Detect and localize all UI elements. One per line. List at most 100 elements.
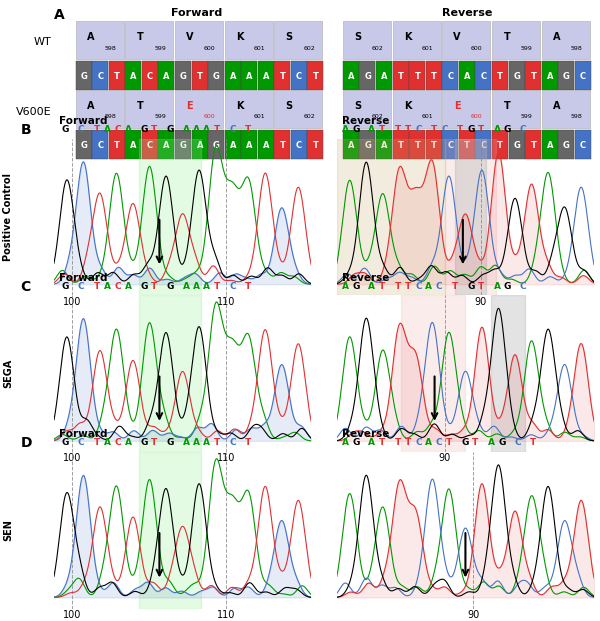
Text: T: T: [394, 438, 401, 447]
Text: G: G: [462, 438, 469, 447]
Bar: [542, 20, 590, 59]
Bar: [492, 20, 540, 59]
Text: T: T: [398, 72, 404, 81]
Text: T: T: [197, 72, 203, 81]
Bar: [392, 61, 409, 89]
Text: G: G: [467, 125, 475, 134]
Text: A: A: [193, 438, 200, 447]
Text: A: A: [130, 141, 137, 150]
Bar: [109, 130, 125, 158]
Text: 599: 599: [521, 114, 533, 119]
Text: T: T: [530, 141, 536, 150]
Text: A: A: [203, 282, 210, 291]
Text: A: A: [87, 32, 94, 42]
Text: A: A: [182, 438, 190, 447]
Text: A: A: [203, 438, 210, 447]
Bar: [224, 61, 241, 89]
Bar: [409, 130, 425, 158]
Text: A: A: [348, 72, 355, 81]
Bar: [492, 61, 508, 89]
Text: G: G: [514, 141, 520, 150]
Text: T: T: [464, 141, 470, 150]
Text: G: G: [140, 282, 148, 291]
Bar: [525, 130, 541, 158]
Text: G: G: [504, 125, 511, 134]
Text: T: T: [478, 125, 484, 134]
Text: A: A: [163, 72, 170, 81]
Text: 600: 600: [204, 114, 215, 119]
Bar: [442, 20, 490, 59]
Bar: [307, 61, 323, 89]
Text: C: C: [415, 438, 422, 447]
Text: 90: 90: [475, 297, 487, 307]
Text: 602: 602: [372, 45, 383, 50]
Text: E: E: [187, 101, 193, 111]
Text: C: C: [114, 282, 121, 291]
Text: 598: 598: [571, 45, 582, 50]
Text: E: E: [454, 101, 460, 111]
Bar: [258, 130, 274, 158]
Text: 601: 601: [421, 114, 433, 119]
Text: T: T: [431, 72, 437, 81]
Text: C: C: [520, 282, 527, 291]
Text: Reverse: Reverse: [342, 116, 389, 126]
Text: C: C: [415, 125, 422, 134]
Text: T: T: [415, 141, 421, 150]
Text: A: A: [130, 72, 137, 81]
Bar: [442, 89, 490, 128]
Bar: [426, 61, 442, 89]
Text: 601: 601: [253, 114, 265, 119]
Text: C: C: [436, 438, 442, 447]
Text: T: T: [398, 141, 404, 150]
Bar: [459, 61, 475, 89]
Bar: [558, 130, 574, 158]
Text: C: C: [580, 141, 586, 150]
Text: G: G: [62, 438, 69, 447]
Text: C: C: [448, 72, 454, 81]
Text: G: G: [140, 438, 148, 447]
Text: T: T: [452, 282, 458, 291]
Bar: [92, 61, 108, 89]
Text: A: A: [348, 141, 355, 150]
Text: C: C: [296, 72, 302, 81]
Text: 601: 601: [421, 45, 433, 50]
Text: G: G: [180, 141, 187, 150]
Text: G: G: [167, 125, 174, 134]
Text: C: C: [448, 141, 454, 150]
Bar: [241, 61, 257, 89]
Text: 602: 602: [303, 45, 315, 50]
Text: C: C: [481, 141, 487, 150]
Text: C: C: [114, 125, 121, 134]
Text: G: G: [140, 125, 148, 134]
Bar: [401, 296, 466, 452]
Text: G: G: [167, 282, 174, 291]
Text: 600: 600: [204, 45, 215, 50]
Bar: [542, 89, 590, 128]
Text: T: T: [114, 72, 120, 81]
Text: SEGA: SEGA: [3, 359, 13, 388]
Text: S: S: [354, 32, 361, 42]
Bar: [274, 20, 322, 59]
Text: T: T: [415, 72, 421, 81]
Bar: [175, 89, 223, 128]
Bar: [442, 130, 458, 158]
Text: T: T: [313, 141, 319, 150]
Text: G: G: [80, 72, 88, 81]
Text: A: A: [104, 282, 111, 291]
Text: G: G: [352, 282, 359, 291]
Text: A: A: [163, 141, 170, 150]
Text: 598: 598: [571, 114, 582, 119]
Bar: [343, 61, 359, 89]
Text: G: G: [213, 72, 220, 81]
Text: G: G: [62, 125, 69, 134]
Text: T: T: [478, 282, 484, 291]
Text: C: C: [20, 279, 31, 294]
Text: T: T: [405, 125, 411, 134]
Text: C: C: [97, 72, 104, 81]
Bar: [142, 130, 158, 158]
Bar: [558, 61, 574, 89]
Bar: [376, 61, 392, 89]
Text: 100: 100: [63, 297, 81, 307]
Text: A: A: [342, 125, 349, 134]
Text: A: A: [464, 72, 470, 81]
